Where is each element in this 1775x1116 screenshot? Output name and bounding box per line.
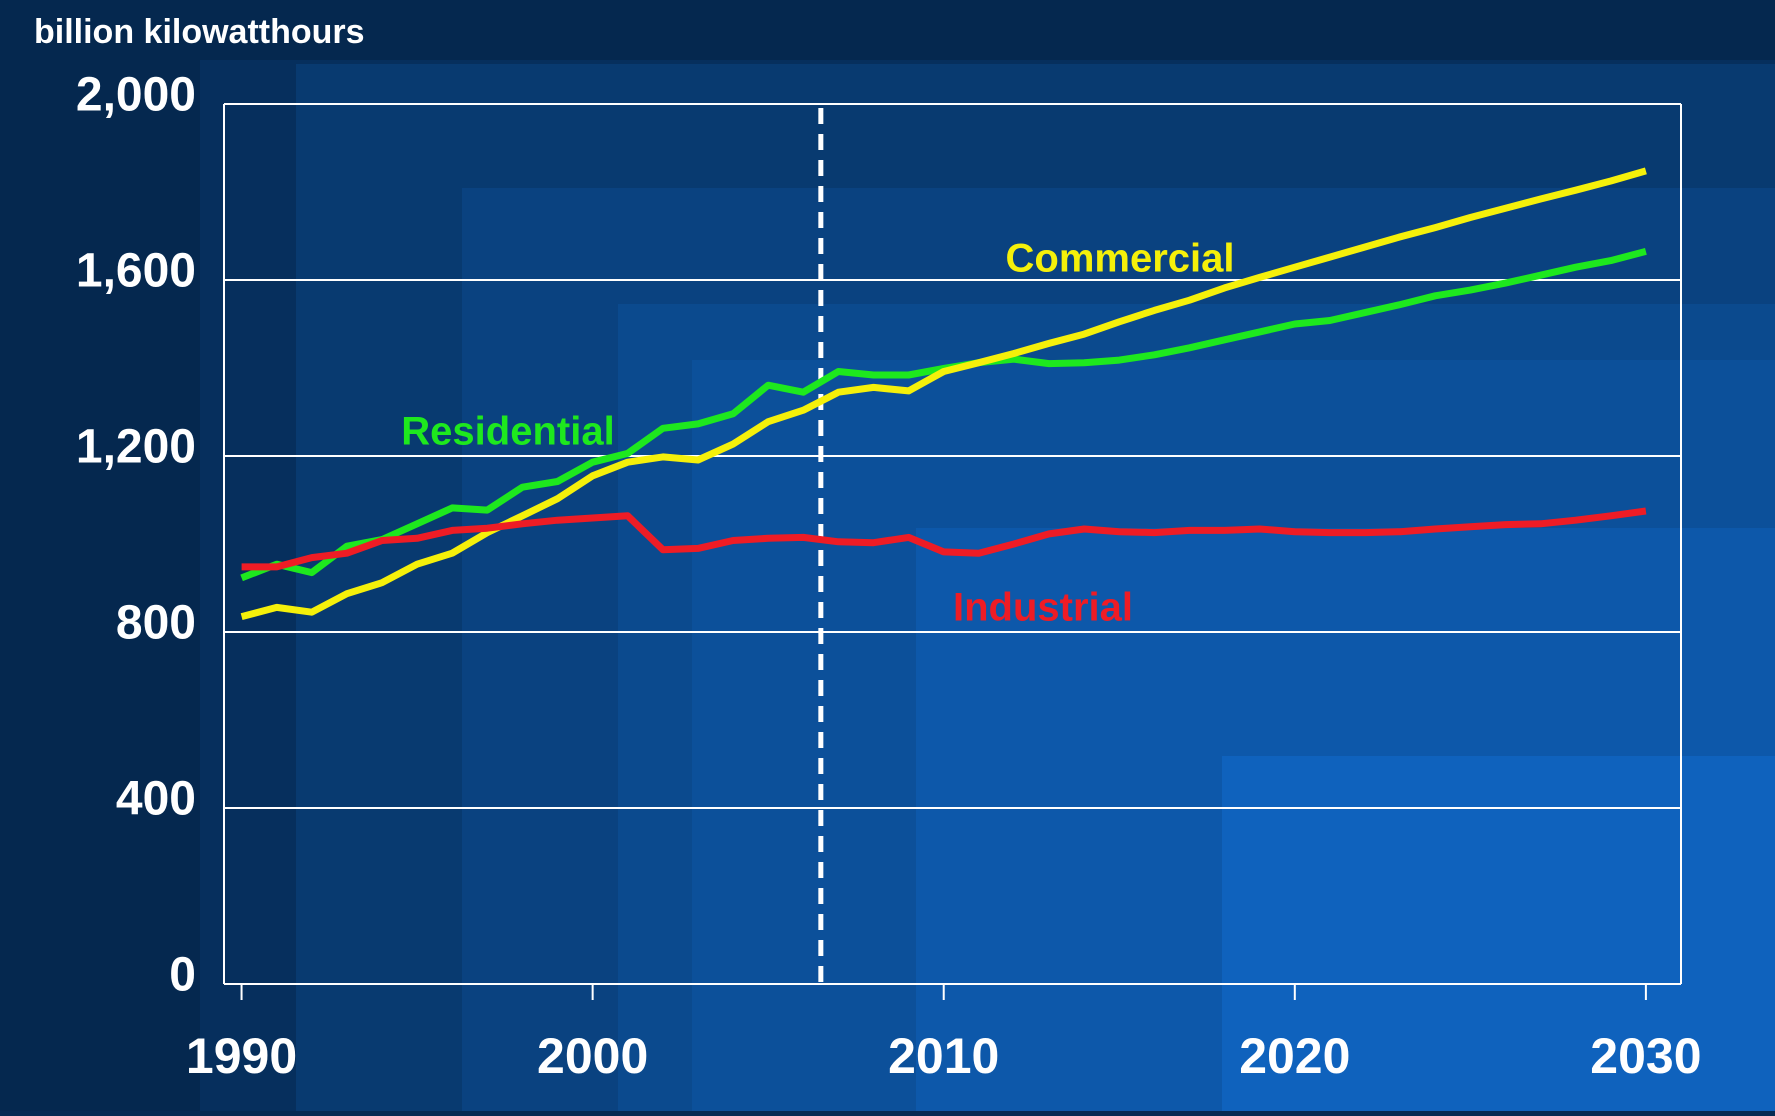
series-label: Commercial <box>1006 237 1235 281</box>
x-tick-label: 1990 <box>186 1028 297 1084</box>
series-label: Residential <box>401 410 614 454</box>
y-tick-label: 800 <box>116 597 196 650</box>
x-tick-label: 2020 <box>1239 1028 1350 1084</box>
y-tick-label: 2,000 <box>76 69 196 122</box>
x-tick-label: 2000 <box>537 1028 648 1084</box>
series-line <box>240 167 1647 620</box>
x-tick-label: 2030 <box>1590 1028 1701 1084</box>
y-tick-label: 400 <box>116 773 196 826</box>
y-tick-label: 1,200 <box>76 421 196 474</box>
background <box>1222 756 1775 1111</box>
series-label: Industrial <box>953 586 1133 630</box>
series-line <box>241 507 1647 571</box>
y-tick-label: 1,600 <box>76 245 196 298</box>
x-tick-label: 2010 <box>888 1028 999 1084</box>
y-axis-label: billion kilowatthours <box>34 13 365 51</box>
y-tick-label: 0 <box>169 949 196 1002</box>
